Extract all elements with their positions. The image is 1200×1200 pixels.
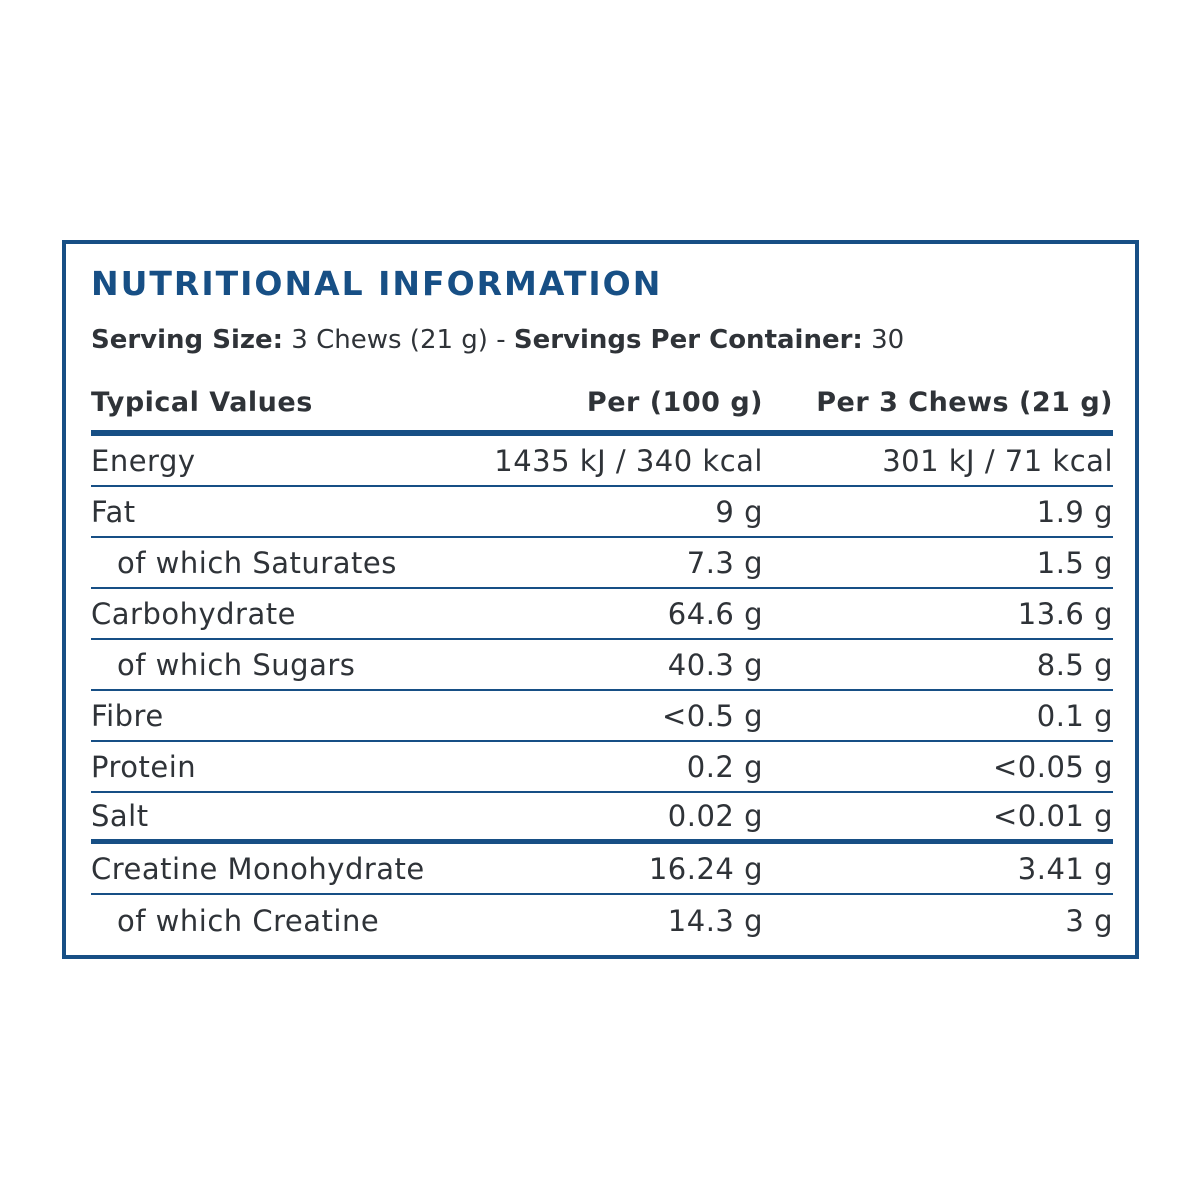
table-row-protein: Protein 0.2 g <0.05 g	[91, 742, 1113, 793]
row-per-serving: 301 kJ / 71 kcal	[882, 443, 1113, 478]
row-per-100g: 14.3 g	[667, 903, 763, 938]
row-per-serving: <0.05 g	[993, 749, 1113, 784]
row-label: Protein	[91, 749, 197, 784]
row-per-100g: <0.5 g	[661, 698, 763, 733]
row-per-100g: 9 g	[715, 494, 763, 529]
header-per-serving: Per 3 Chews (21 g)	[816, 386, 1113, 418]
header-typical-values: Typical Values	[91, 386, 313, 418]
row-label: Fibre	[91, 698, 164, 733]
table-row-carbohydrate: Carbohydrate 64.6 g 13.6 g	[91, 589, 1113, 640]
table-row-fat: Fat 9 g 1.9 g	[91, 487, 1113, 538]
table-row-sugars: of which Sugars 40.3 g 8.5 g	[91, 640, 1113, 691]
row-per-serving: <0.01 g	[993, 799, 1113, 833]
header-per-100g: Per (100 g)	[586, 386, 763, 418]
row-label: Fat	[91, 494, 136, 529]
serving-info: Serving Size: 3 Chews (21 g) - Servings …	[91, 322, 904, 358]
row-per-serving: 3.41 g	[1017, 851, 1113, 886]
table-header: Typical Values Per (100 g) Per 3 Chews (…	[91, 378, 1113, 436]
serving-size-value: 3 Chews (21 g) -	[283, 325, 514, 355]
servings-per-container-label: Servings Per Container:	[513, 325, 863, 355]
row-per-100g: 40.3 g	[667, 647, 763, 682]
row-per-100g: 16.24 g	[648, 851, 763, 886]
table-row-saturates: of which Saturates 7.3 g 1.5 g	[91, 538, 1113, 589]
row-per-serving: 8.5 g	[1036, 647, 1113, 682]
nutrition-table: Typical Values Per (100 g) Per 3 Chews (…	[91, 378, 1113, 946]
row-label: of which Creatine	[117, 903, 380, 938]
row-per-100g: 0.2 g	[686, 749, 763, 784]
table-row-energy: Energy 1435 kJ / 340 kcal 301 kJ / 71 kc…	[91, 436, 1113, 487]
row-label: of which Sugars	[117, 647, 356, 682]
row-per-serving: 0.1 g	[1036, 698, 1113, 733]
row-per-100g: 64.6 g	[667, 596, 763, 631]
row-per-serving: 3 g	[1065, 903, 1113, 938]
row-per-100g: 0.02 g	[667, 799, 763, 833]
row-per-100g: 7.3 g	[686, 545, 763, 580]
row-label: Creatine Monohydrate	[91, 851, 425, 886]
row-label: of which Saturates	[117, 545, 397, 580]
row-label: Carbohydrate	[91, 596, 296, 631]
servings-per-container-value: 30	[862, 325, 905, 355]
row-per-serving: 1.5 g	[1036, 545, 1113, 580]
row-label: Salt	[91, 799, 149, 833]
row-per-serving: 13.6 g	[1017, 596, 1113, 631]
table-row-creatine: of which Creatine 14.3 g 3 g	[91, 895, 1113, 946]
table-row-fibre: Fibre <0.5 g 0.1 g	[91, 691, 1113, 742]
row-per-100g: 1435 kJ / 340 kcal	[494, 443, 763, 478]
row-per-serving: 1.9 g	[1036, 494, 1113, 529]
table-row-salt: Salt 0.02 g <0.01 g	[91, 793, 1113, 844]
panel-title: NUTRITIONAL INFORMATION	[91, 264, 663, 303]
table-row-creatine-monohydrate: Creatine Monohydrate 16.24 g 3.41 g	[91, 844, 1113, 895]
nutrition-panel: NUTRITIONAL INFORMATION Serving Size: 3 …	[62, 240, 1139, 959]
serving-size-label: Serving Size:	[91, 325, 284, 355]
row-label: Energy	[91, 443, 196, 478]
